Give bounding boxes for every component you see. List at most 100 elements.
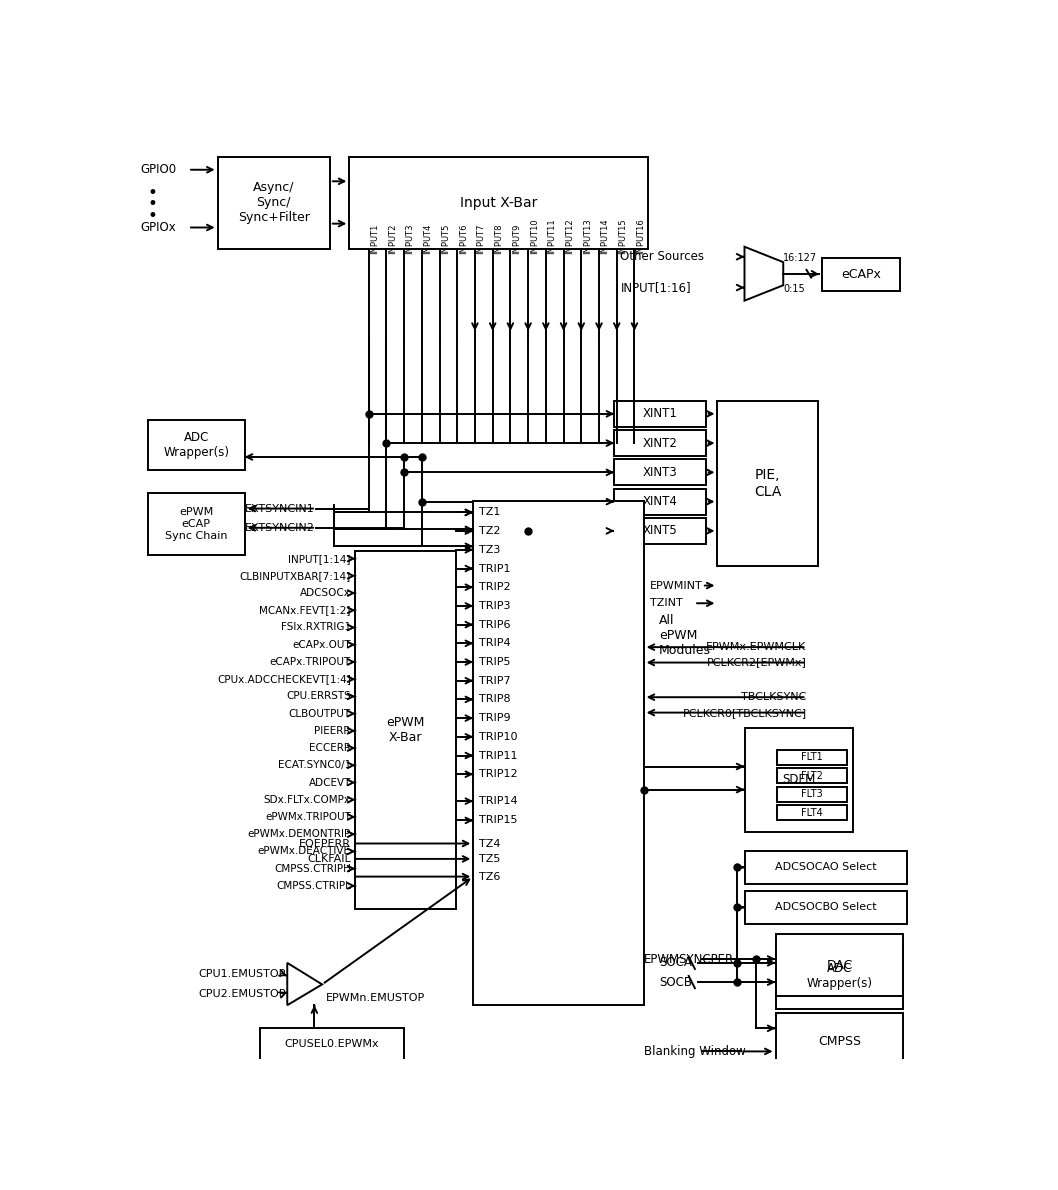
FancyBboxPatch shape (822, 258, 899, 290)
Text: ePWMx.DEMONTRIP: ePWMx.DEMONTRIP (248, 829, 351, 839)
Text: CPUx.ADCCHECKEVT[1:4]: CPUx.ADCCHECKEVT[1:4] (217, 675, 351, 684)
Text: INPUT12: INPUT12 (565, 219, 574, 255)
Text: Async/
Sync/
Sync+Filter: Async/ Sync/ Sync+Filter (238, 181, 310, 225)
Text: FLT2: FLT2 (801, 771, 823, 781)
Text: INPUT11: INPUT11 (547, 219, 557, 255)
Text: INPUT9: INPUT9 (512, 224, 521, 255)
Text: CLKFAIL: CLKFAIL (307, 854, 351, 864)
Text: CPU2.EMUSTOP: CPU2.EMUSTOP (198, 989, 286, 998)
Text: CPUSEL0.EPWMx: CPUSEL0.EPWMx (285, 1040, 379, 1050)
Text: DAC: DAC (826, 959, 853, 972)
Text: MCANx.FEVT[1:2]: MCANx.FEVT[1:2] (259, 606, 351, 615)
Text: TZ6: TZ6 (479, 871, 500, 882)
Text: CMPSS.CTRIPL: CMPSS.CTRIPL (276, 881, 351, 891)
Text: eCAPx: eCAPx (841, 268, 880, 281)
Text: TRIP4: TRIP4 (479, 638, 511, 649)
Text: SOCB: SOCB (659, 976, 692, 989)
Text: EPWMn.EMUSTOP: EPWMn.EMUSTOP (326, 992, 425, 1002)
Text: EPWMINT: EPWMINT (650, 581, 703, 590)
Text: TRIP5: TRIP5 (479, 657, 511, 668)
Text: ADC
Wrapper(s): ADC Wrapper(s) (806, 963, 873, 990)
Text: FLT4: FLT4 (801, 808, 823, 818)
FancyBboxPatch shape (615, 430, 706, 456)
Text: CPU.ERRSTS: CPU.ERRSTS (286, 691, 351, 701)
Text: FLT3: FLT3 (801, 789, 823, 800)
FancyBboxPatch shape (745, 728, 853, 832)
Text: EPWMx.EPWMCLK: EPWMx.EPWMCLK (707, 643, 806, 652)
Text: FSIx.RXTRIG1: FSIx.RXTRIG1 (280, 622, 351, 633)
Text: TZ2: TZ2 (479, 526, 500, 537)
Text: INPUT6: INPUT6 (459, 224, 468, 255)
Text: 0:15: 0:15 (783, 284, 805, 294)
Text: TRIP15: TRIP15 (479, 815, 518, 826)
Text: ADCSOCAO Select: ADCSOCAO Select (776, 863, 877, 872)
Text: SDFM: SDFM (782, 774, 816, 787)
Text: TRIP11: TRIP11 (479, 751, 518, 760)
Text: TRIP2: TRIP2 (479, 582, 511, 593)
Text: TZ5: TZ5 (479, 854, 500, 864)
FancyBboxPatch shape (473, 501, 643, 1006)
Polygon shape (745, 246, 783, 301)
Text: ECCERR: ECCERR (309, 743, 351, 753)
Text: INPUT[1:14]: INPUT[1:14] (288, 553, 351, 564)
FancyBboxPatch shape (148, 420, 244, 470)
FancyBboxPatch shape (615, 401, 706, 427)
Text: XINT5: XINT5 (642, 525, 677, 538)
Text: XINT2: XINT2 (642, 437, 677, 450)
Text: XINT4: XINT4 (642, 495, 677, 508)
Text: GPIOx: GPIOx (140, 221, 176, 234)
Text: eCAPx.OUT: eCAPx.OUT (292, 640, 351, 650)
Text: TRIP10: TRIP10 (479, 732, 518, 741)
Polygon shape (288, 963, 322, 1006)
Text: TRIP3: TRIP3 (479, 601, 511, 610)
FancyBboxPatch shape (349, 157, 647, 249)
Text: Other Sources: Other Sources (620, 250, 705, 263)
Text: INPUT3: INPUT3 (405, 224, 415, 255)
Text: XINT3: XINT3 (642, 465, 677, 478)
Text: INPUT5: INPUT5 (441, 224, 450, 255)
Text: INPUT4: INPUT4 (423, 224, 433, 255)
Text: PCLKCR0[TBCLKSYNC]: PCLKCR0[TBCLKSYNC] (682, 708, 806, 718)
Text: TZ4: TZ4 (479, 839, 500, 848)
Text: PIEERR: PIEERR (314, 726, 351, 735)
Text: ePWM
X-Bar: ePWM X-Bar (386, 716, 425, 744)
Text: ePWMx.TRIPOUT: ePWMx.TRIPOUT (264, 812, 351, 822)
FancyBboxPatch shape (717, 401, 818, 566)
FancyBboxPatch shape (776, 1013, 904, 1071)
Text: •: • (148, 183, 158, 202)
FancyBboxPatch shape (615, 518, 706, 544)
Text: Blanking Window: Blanking Window (643, 1045, 746, 1058)
FancyBboxPatch shape (260, 1028, 403, 1060)
FancyBboxPatch shape (777, 750, 846, 765)
Text: CPU1.EMUSTOP: CPU1.EMUSTOP (198, 970, 286, 979)
Text: ADCSOCx: ADCSOCx (299, 588, 351, 599)
Text: INPUT1: INPUT1 (370, 224, 379, 255)
FancyBboxPatch shape (218, 157, 330, 249)
Text: TRIP14: TRIP14 (479, 796, 518, 806)
Text: INPUT15: INPUT15 (618, 219, 627, 255)
Text: CMPSS.CTRIPH: CMPSS.CTRIPH (274, 864, 351, 873)
Text: TRIP9: TRIP9 (479, 713, 511, 724)
Text: ADCSOCBO Select: ADCSOCBO Select (776, 902, 877, 913)
Text: ADCEVT: ADCEVT (309, 777, 351, 788)
FancyBboxPatch shape (615, 459, 706, 486)
FancyBboxPatch shape (777, 768, 846, 783)
Text: INPUT8: INPUT8 (494, 224, 504, 255)
FancyBboxPatch shape (745, 851, 908, 883)
Text: INPUT2: INPUT2 (388, 224, 397, 255)
Text: CMPSS: CMPSS (818, 1035, 861, 1048)
Text: XINT1: XINT1 (642, 407, 677, 420)
Text: eCAPx.TRIPOUT: eCAPx.TRIPOUT (270, 657, 351, 666)
Text: GPIO0: GPIO0 (140, 163, 176, 176)
Text: INPUT7: INPUT7 (476, 224, 486, 255)
Text: ECAT.SYNC0/1: ECAT.SYNC0/1 (277, 760, 351, 770)
Text: EXTSYNCIN1: EXTSYNCIN1 (244, 503, 314, 514)
Text: ADC
Wrapper(s): ADC Wrapper(s) (163, 431, 230, 459)
Text: INPUT13: INPUT13 (583, 219, 591, 255)
FancyBboxPatch shape (148, 493, 244, 555)
Text: All
ePWM
Modules: All ePWM Modules (659, 614, 711, 657)
FancyBboxPatch shape (777, 787, 846, 802)
Text: SOCA: SOCA (659, 957, 692, 970)
Text: •: • (148, 195, 158, 213)
Text: EQEPERR: EQEPERR (298, 839, 351, 848)
